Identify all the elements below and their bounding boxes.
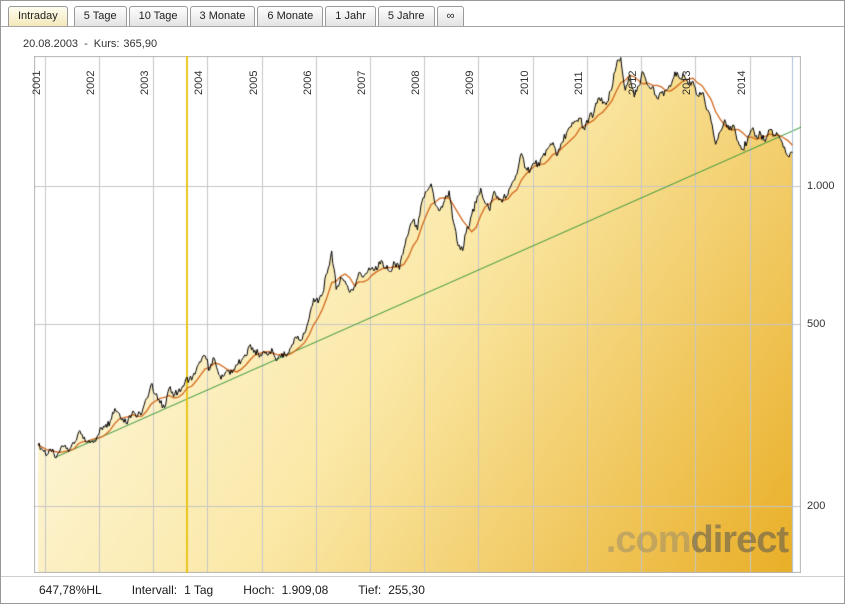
tab-6-monate[interactable]: 6 Monate [257, 6, 324, 26]
tab-3-monate[interactable]: 3 Monate [189, 6, 256, 26]
low-value: 255,30 [388, 583, 425, 597]
interval-value: 1 Tag [184, 583, 214, 597]
year-label: 2005 [247, 70, 260, 95]
readout-kurs-value: 365,90 [123, 38, 158, 50]
y-axis-tick: 200 [807, 500, 826, 513]
tab-10-tage[interactable]: 10 Tage [128, 6, 188, 26]
high-label: Hoch: [243, 583, 275, 597]
readout-kurs-label: Kurs: [93, 38, 120, 50]
year-label: 2008 [410, 70, 423, 95]
readout-date: 20.08.2003 [23, 38, 79, 50]
y-axis-tick: 500 [807, 318, 826, 331]
percent-hl: 647,78%HL [39, 583, 102, 597]
status-bar: 647,78%HL Intervall: 1 Tag Hoch: 1.909,08 … [1, 576, 844, 603]
year-label: 2013 [681, 70, 694, 95]
tab-1-jahr[interactable]: 1 Jahr [325, 6, 376, 26]
interval-label: Intervall: [131, 583, 178, 597]
tab-5-jahre[interactable]: 5 Jahre [377, 6, 435, 26]
year-label: 2014 [735, 70, 748, 95]
year-label: 2001 [30, 70, 43, 95]
cursor-readout: 20.08.2003- Kurs: 365,90 [23, 38, 157, 50]
high-value: 1.909,08 [281, 583, 329, 597]
year-label: 2002 [85, 70, 98, 95]
tab-max[interactable]: ∞ [436, 6, 465, 26]
readout-separator: - [84, 38, 88, 50]
high-readout: Hoch: 1.909,08 [243, 583, 328, 597]
year-label: 2010 [518, 70, 531, 95]
price-chart-canvas[interactable] [34, 56, 801, 573]
low-readout: Tief: 255,30 [358, 583, 425, 597]
interval-readout: Intervall: 1 Tag [132, 583, 214, 597]
tab-bar: Intraday 5 Tage 10 Tage 3 Monate 6 Monate 1 J… [1, 1, 844, 27]
low-label: Tief: [358, 583, 382, 597]
year-label: 2006 [301, 70, 314, 95]
year-label: 2004 [193, 70, 206, 95]
year-label: 2009 [464, 70, 477, 95]
year-label: 2012 [627, 70, 640, 95]
y-axis-tick: 1.000 [807, 180, 835, 193]
year-label: 2003 [139, 70, 152, 95]
tab-intraday[interactable]: Intraday [8, 6, 68, 26]
tab-5-tage[interactable]: 5 Tage [73, 6, 127, 26]
year-label: 2011 [572, 71, 585, 95]
year-label: 2007 [356, 70, 369, 95]
